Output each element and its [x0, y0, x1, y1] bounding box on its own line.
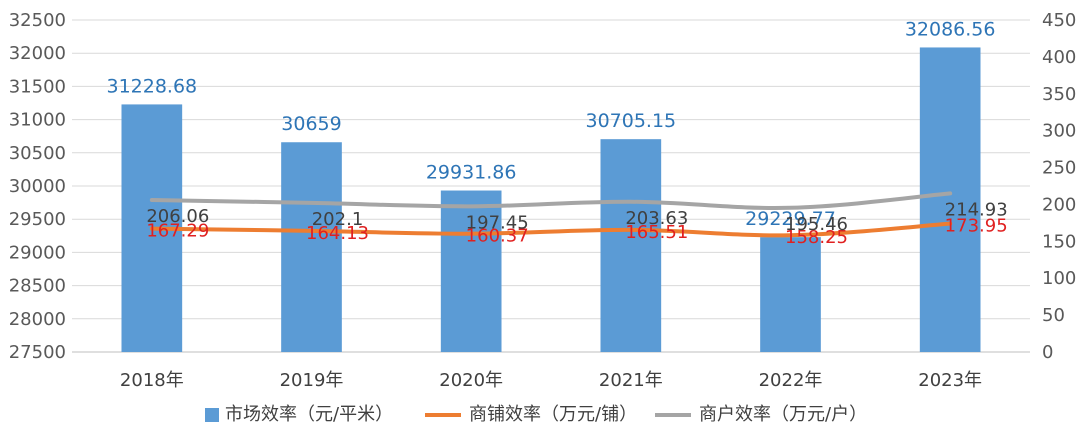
series-line [149, 191, 953, 210]
y-right-tick-label: 50 [1042, 305, 1065, 326]
gridlines [72, 19, 1030, 353]
y-right-tick-label: 300 [1042, 121, 1076, 142]
bar [281, 142, 342, 352]
y-left-tick-label: 27500 [9, 342, 66, 363]
y-right-tick-label: 200 [1042, 194, 1076, 215]
y-right-tick-label: 150 [1042, 231, 1076, 252]
line-value-label: 214.93 [945, 199, 1008, 220]
x-tick-label: 2019年 [280, 370, 344, 391]
y-right-tick-label: 450 [1042, 10, 1076, 31]
line-value-label: 158.25 [785, 227, 848, 248]
line-value-label: 197.45 [466, 212, 529, 233]
series-line [149, 221, 953, 238]
y-left-tick-label: 31000 [9, 110, 66, 131]
line-value-label: 206.06 [146, 206, 209, 227]
y-right-tick-label: 400 [1042, 47, 1076, 68]
y-left-tick-label: 31500 [9, 76, 66, 97]
bar [440, 190, 502, 352]
legend-label: 市场效率（元/平米） [225, 404, 393, 425]
data-labels: 31228.68 30659 29931.86 30705.15 29229.77 320… [106, 18, 1007, 248]
x-tick-label: 2020年 [439, 370, 503, 391]
y-right-tick-label: 0 [1042, 342, 1053, 363]
legend-label: 商户效率（万元/户） [699, 404, 867, 425]
bar-value-label: 29229.77 [745, 208, 836, 230]
line-value-label: 202.1 [312, 209, 364, 230]
line-value-label: 195.46 [785, 214, 848, 235]
line-value-label: 173.95 [945, 216, 1008, 237]
line-value-label: 165.51 [625, 222, 688, 243]
bar-value-label: 30705.15 [585, 110, 676, 132]
axes: 27500 28000 28500 29000 29500 30000 30500 31000… [9, 10, 1077, 391]
bar-series [121, 47, 981, 352]
line-value-label: 203.63 [625, 208, 688, 229]
y-left-tick-label: 30500 [9, 143, 66, 164]
legend-swatch-bar [205, 408, 219, 422]
line-value-label: 167.29 [146, 221, 209, 242]
y-left-tick-label: 32500 [9, 10, 66, 31]
line-value-label: 160.37 [466, 226, 529, 247]
y-right-tick-label: 250 [1042, 158, 1076, 179]
bar-value-label: 32086.56 [905, 18, 996, 40]
bar-value-label: 30659 [281, 113, 341, 135]
bar-value-label: 29931.86 [426, 162, 517, 184]
y-left-tick-label: 29500 [9, 209, 66, 230]
x-tick-label: 2022年 [759, 370, 823, 391]
bar [919, 47, 981, 352]
y-right-tick-label: 100 [1042, 268, 1076, 289]
legend: 市场效率（元/平米） 商铺效率（万元/铺） 商户效率（万元/户） [205, 404, 867, 425]
y-left-tick-label: 32000 [9, 43, 66, 64]
x-tick-label: 2023年 [918, 370, 982, 391]
line-value-label: 164.13 [306, 223, 369, 244]
legend-label: 商铺效率（万元/铺） [469, 404, 637, 425]
line-series [149, 191, 953, 238]
bar [760, 237, 821, 352]
x-tick-label: 2018年 [120, 370, 184, 391]
y-right-tick-label: 350 [1042, 84, 1076, 105]
x-tick-label: 2021年 [599, 370, 663, 391]
y-left-tick-label: 28500 [9, 276, 66, 297]
y-left-tick-label: 28000 [9, 309, 66, 330]
bar [600, 139, 662, 352]
y-left-tick-label: 30000 [9, 176, 66, 197]
y-left-tick-label: 29000 [9, 242, 66, 263]
bar-value-label: 31228.68 [106, 75, 197, 97]
